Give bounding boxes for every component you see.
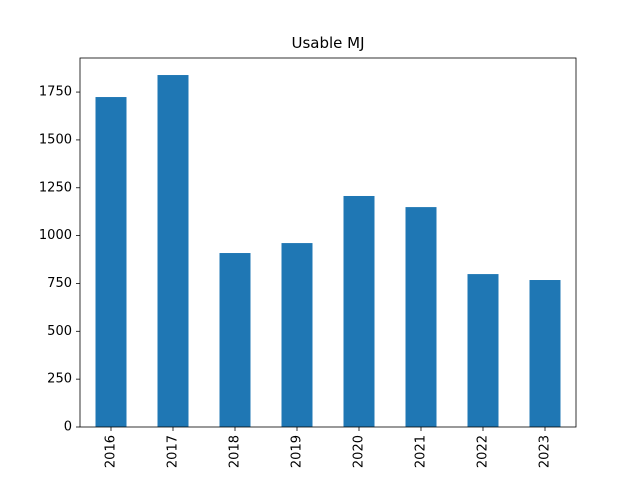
x-tick-label: 2022 (476, 435, 491, 468)
y-tick-label: 1000 (39, 228, 72, 243)
x-tick-label: 2021 (414, 435, 429, 468)
x-tick-label: 2016 (104, 435, 119, 468)
bar (95, 97, 127, 427)
y-tick-label: 1500 (39, 132, 72, 147)
bar (157, 75, 189, 427)
chart-title: Usable MJ (291, 34, 364, 52)
x-tick-label: 2017 (166, 435, 181, 468)
x-tick-label: 2020 (352, 435, 367, 468)
y-tick-label: 1750 (39, 85, 72, 100)
bar (529, 280, 561, 427)
plot-frame (79, 57, 577, 428)
x-tick-label: 2023 (538, 435, 553, 468)
y-tick-label: 500 (47, 324, 72, 339)
x-tick-label: 2019 (290, 435, 305, 468)
x-tick-label: 2018 (228, 435, 243, 468)
bar (219, 253, 251, 427)
bar (281, 243, 313, 427)
y-tick-label: 1250 (39, 180, 72, 195)
bar (405, 207, 437, 427)
y-tick-label: 250 (47, 372, 72, 387)
y-tick-label: 0 (64, 420, 72, 435)
y-tick-label: 750 (47, 276, 72, 291)
bar (343, 195, 375, 427)
bar (467, 274, 499, 427)
